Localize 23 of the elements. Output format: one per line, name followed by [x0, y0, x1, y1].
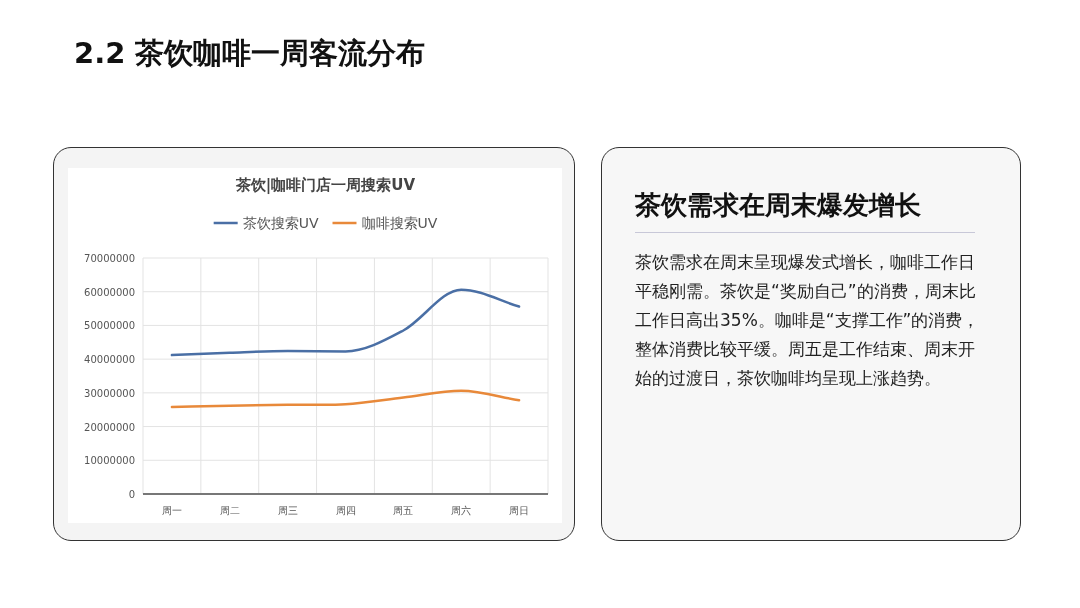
chart-title: 茶饮|咖啡门店一周搜索UV — [234, 176, 416, 195]
y-tick-label: 20000000 — [84, 421, 135, 433]
y-tick-label: 70000000 — [84, 253, 135, 264]
y-tick-label: 30000000 — [84, 387, 135, 399]
y-tick-label: 10000000 — [84, 455, 135, 467]
line-series — [170, 389, 521, 409]
line-series — [170, 288, 521, 357]
y-tick-label: 50000000 — [84, 320, 135, 332]
text: 2.2 茶饮咖啡一周客流分布 — [74, 35, 426, 72]
legend-label: 茶饮搜索UV — [242, 215, 319, 231]
x-tick-label: 周三 — [277, 505, 298, 516]
y-tick-label: 40000000 — [84, 354, 135, 366]
legend-label: 咖啡搜索UV — [361, 215, 438, 231]
x-tick-label: 周日 — [509, 505, 530, 516]
text: 茶饮需求在周末呈现爆发式增长，咖啡工作日平稳刚需。茶饮是“奖励自己”的消费，周末比工作日高出35%。咖啡是“支撑工作”的消费，整体消费比较平缓。周五是工作结束、周末开始的过渡日，茶饮咖啡均呈现上涨趋势。 — [635, 251, 981, 390]
y-tick-label: 60000000 — [84, 286, 135, 298]
x-tick-label: 周四 — [335, 505, 356, 516]
x-tick-label: 周五 — [393, 505, 414, 516]
x-tick-label: 周六 — [451, 505, 472, 516]
x-tick-label: 周一 — [161, 505, 182, 516]
y-tick-label: 0 — [128, 489, 135, 500]
x-tick-label: 周二 — [219, 505, 240, 516]
text: 茶饮需求在周末爆发增长 — [635, 189, 921, 222]
